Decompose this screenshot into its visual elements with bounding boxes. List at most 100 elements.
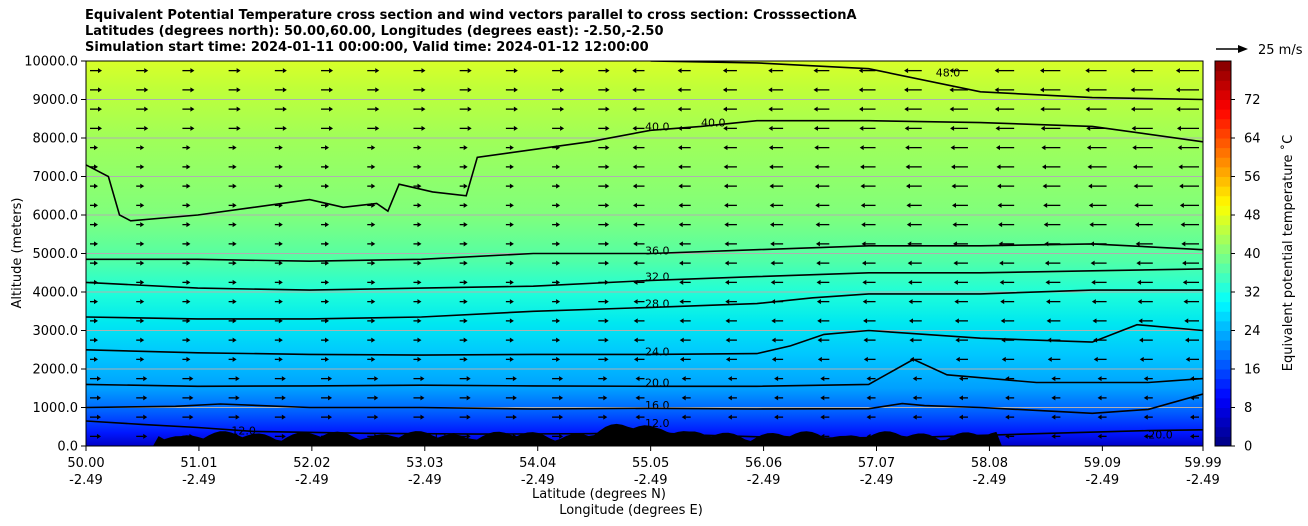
wind-vector-head (143, 395, 148, 401)
wind-vector-head (769, 222, 774, 228)
wind-vector-head (958, 376, 963, 382)
wind-vector-head (94, 183, 98, 189)
wind-vector-head (420, 376, 425, 382)
wind-vector-head (813, 87, 818, 93)
wind-vector-head (861, 260, 866, 266)
contour-line-40 (86, 119, 1203, 222)
wind-vector-head (1175, 68, 1180, 74)
wind-vector-head (678, 164, 683, 170)
wind-vector-head (1093, 356, 1098, 362)
colorbar-band (1215, 61, 1231, 72)
wind-vector-head (140, 202, 145, 208)
wind-vector-head (556, 260, 561, 266)
y-tick-label: 6000.0 (33, 209, 79, 224)
wind-vector-head (725, 299, 730, 305)
wind-vector-head (421, 125, 426, 131)
wind-vector-head (1181, 241, 1186, 247)
wind-vector-head (1044, 241, 1049, 247)
wind-vector-head (1097, 395, 1102, 401)
wind-vector-head (186, 318, 191, 324)
wind-vector-head (1130, 87, 1135, 93)
wind-vector-head (325, 299, 330, 305)
wind-vector-head (770, 260, 775, 266)
wind-vector-head (371, 318, 376, 324)
wind-vector-head (912, 414, 917, 420)
colorbar-band (1215, 378, 1231, 389)
wind-vector-head (1093, 337, 1098, 343)
wind-vector-head (768, 87, 773, 93)
wind-vector-head (509, 183, 514, 189)
wind-vector-head (952, 202, 957, 208)
wind-vector-head (815, 202, 820, 208)
wind-vector-head (1134, 202, 1139, 208)
wind-vector-head (727, 376, 732, 382)
wind-vector-head (509, 356, 514, 362)
wind-vector-head (235, 395, 240, 401)
contour-label: 40.0 (645, 120, 670, 133)
wind-vector-head (374, 395, 379, 401)
wind-vector-head (909, 356, 914, 362)
wind-vector-head (1086, 125, 1091, 131)
wind-vector-head (904, 87, 909, 93)
wind-vector-head (325, 337, 330, 343)
wind-vector-head (236, 106, 241, 112)
wind-vector-head (724, 260, 729, 266)
wind-vector-head (417, 356, 422, 362)
wind-vector-head (774, 414, 779, 420)
contour-label: 36.0 (645, 244, 670, 257)
colorbar-band (1215, 359, 1231, 370)
wind-vector-head (560, 106, 565, 112)
wind-vector-head (1143, 376, 1148, 382)
wind-vector-head (328, 395, 333, 401)
colorbar-band (1215, 243, 1231, 254)
wind-vector-head (862, 279, 867, 285)
wind-vector-head (820, 376, 825, 382)
wind-vector-head (906, 222, 911, 228)
wind-vector-head (724, 241, 729, 247)
wind-vector-head (186, 222, 191, 228)
wind-vector-head (1086, 145, 1091, 151)
wind-vector-head (463, 299, 468, 305)
wind-vector-head (140, 337, 145, 343)
wind-vector-head (325, 260, 330, 266)
wind-vector-head (958, 395, 963, 401)
wind-vector-head (904, 68, 909, 74)
wind-vector-head (466, 433, 471, 439)
wind-vector-head (417, 299, 422, 305)
wind-vector-head (186, 299, 191, 305)
y-tick-label: 0.0 (57, 440, 78, 455)
wind-vector-head (605, 202, 610, 208)
wind-vector-head (98, 87, 102, 93)
wind-vector-head (633, 318, 638, 324)
wind-vector-head (190, 125, 195, 131)
wind-vector-head (725, 318, 730, 324)
wind-vector-head (949, 68, 954, 74)
wind-vector-head (951, 183, 956, 189)
wind-vector-head (463, 202, 468, 208)
wind-vector-head (232, 222, 237, 228)
wind-vector-head (858, 106, 863, 112)
wind-vector-head (463, 145, 468, 151)
wind-vector-head (513, 106, 518, 112)
wind-vector-head (1132, 145, 1137, 151)
wind-vector-head (421, 68, 426, 74)
wind-vector-head (140, 145, 145, 151)
wind-vector-head (858, 68, 863, 74)
chart-title: Equivalent Potential Temperature cross s… (85, 8, 857, 56)
wind-vector-head (281, 376, 286, 382)
wind-vector-head (860, 202, 865, 208)
colorbar-tick-label: 32 (1244, 286, 1261, 301)
wind-vectors (90, 68, 1199, 439)
colorbar-bands (1215, 61, 1231, 447)
wind-vector-head (278, 299, 283, 305)
wind-vector-head (1133, 183, 1138, 189)
wind-vector-head (724, 202, 729, 208)
wind-vector-head (463, 337, 468, 343)
wind-vector-head (463, 318, 468, 324)
wind-vector-head (232, 202, 237, 208)
wind-vector-head (768, 106, 773, 112)
wind-vector-head (371, 145, 376, 151)
wind-vector-head (1184, 337, 1189, 343)
colorbar-band (1215, 320, 1231, 331)
wind-vector-head (1045, 279, 1050, 285)
